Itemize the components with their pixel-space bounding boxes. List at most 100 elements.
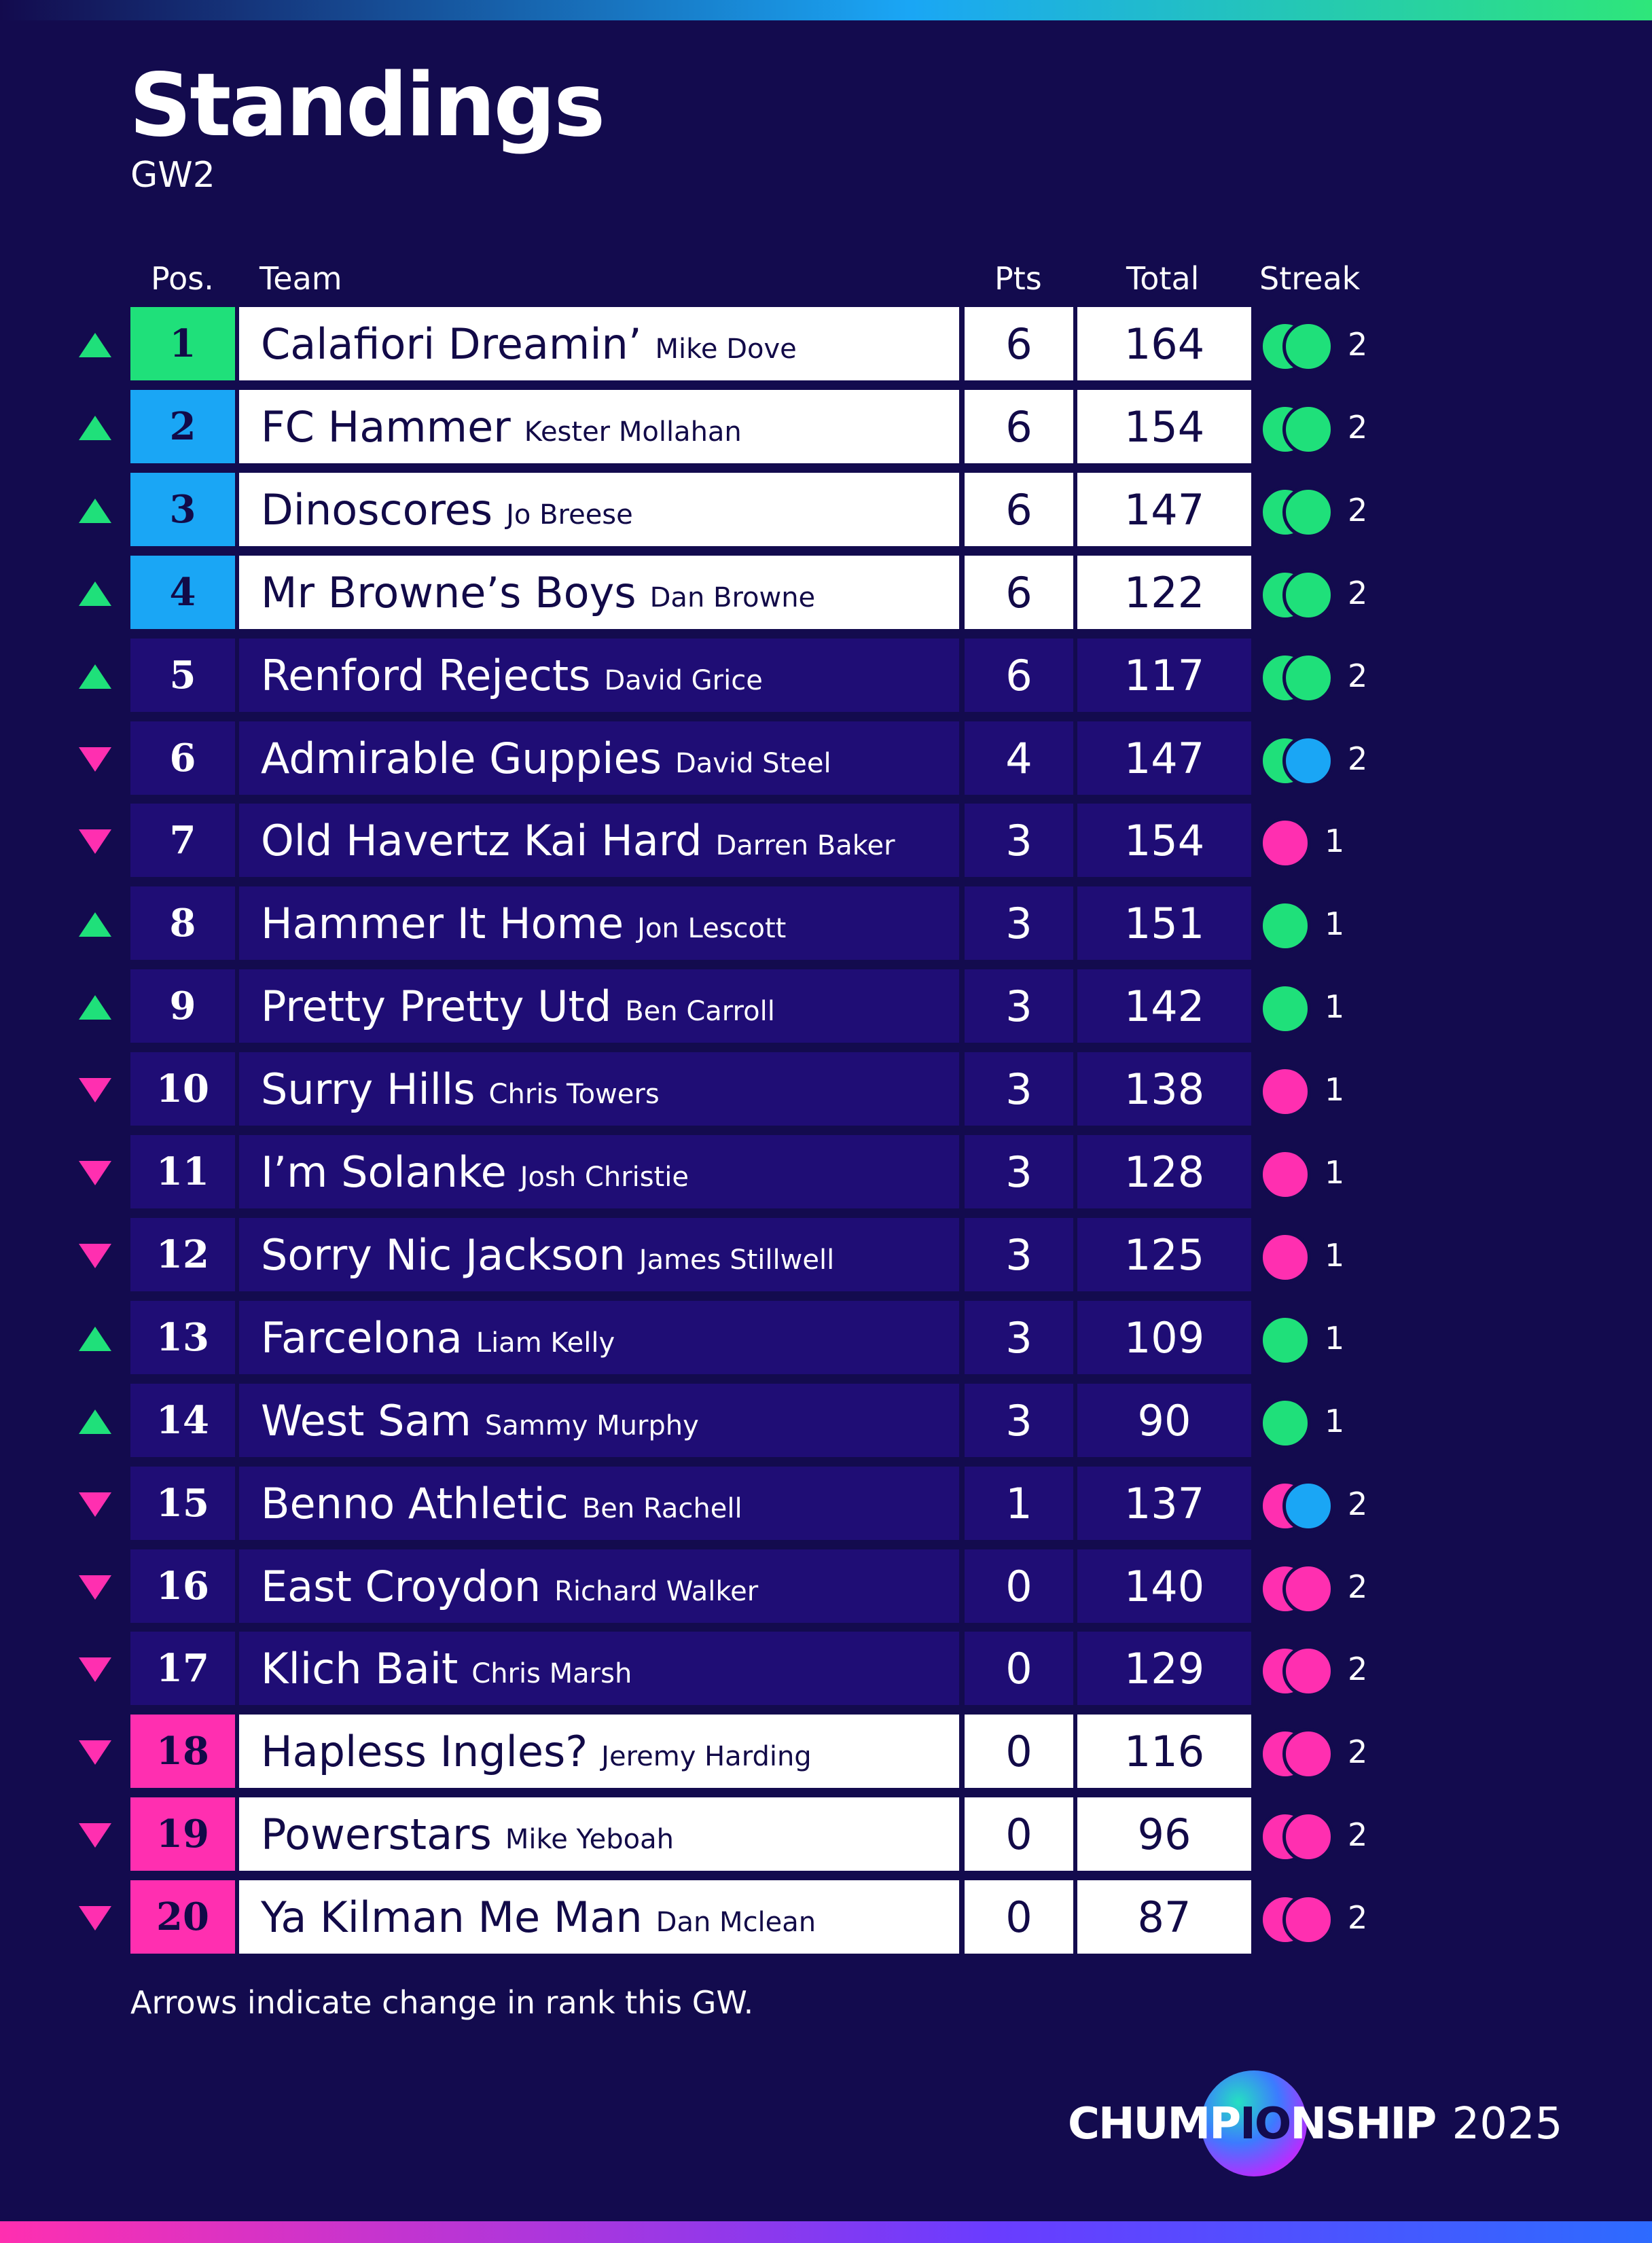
streak-dot-loss [1259, 1149, 1311, 1200]
streak-dot-win [1282, 321, 1334, 372]
team-cell: West Sam Sammy Murphy [239, 1384, 959, 1457]
streak-indicator: 2 [1259, 473, 1463, 546]
position-cell: 10 [130, 1052, 235, 1126]
streak-count: 1 [1325, 1154, 1345, 1191]
streak-dot-win [1259, 1314, 1311, 1366]
streak-dot-win [1282, 652, 1334, 704]
manager-name: Mike Yeboah [505, 1824, 675, 1855]
table-row: 3 Dinoscores Jo Breese 6 147 2 [0, 473, 1652, 546]
streak-indicator: 2 [1259, 556, 1463, 629]
team-name: Mr Browne’s Boys [261, 567, 636, 617]
team-name: Benno Athletic [261, 1478, 569, 1528]
logo-year: 2025 [1452, 2099, 1563, 2149]
points-cell: 3 [965, 1218, 1073, 1291]
streak-count: 1 [1325, 905, 1345, 942]
points-cell: 0 [965, 1549, 1073, 1623]
team-name: FC Hammer [261, 401, 511, 452]
manager-name: Richard Walker [554, 1576, 759, 1607]
points-cell: 1 [965, 1467, 1073, 1540]
arrow-up-icon [79, 416, 111, 440]
streak-count: 2 [1348, 1486, 1368, 1522]
total-cell: 122 [1077, 556, 1251, 629]
team-name: Old Havertz Kai Hard [261, 815, 702, 865]
page-title: Standings [129, 55, 605, 156]
streak-indicator: 2 [1259, 1632, 1463, 1705]
team-name: Ya Kilman Me Man [261, 1892, 643, 1942]
total-cell: 138 [1077, 1052, 1251, 1126]
table-row: 20 Ya Kilman Me Man Dan Mclean 0 87 2 [0, 1880, 1652, 1954]
position-cell: 2 [130, 390, 235, 463]
team-name: Powerstars [261, 1809, 492, 1859]
streak-indicator: 1 [1259, 969, 1463, 1043]
logo-text: CHUMPIONSHIP 2025 [1068, 2100, 1562, 2148]
logo-part-3: NSHIP [1290, 2099, 1437, 2149]
streak-dot-loss [1282, 1563, 1334, 1615]
streak-indicator: 1 [1259, 1218, 1463, 1291]
team-cell: East Croydon Richard Walker [239, 1549, 959, 1623]
header-streak: Streak [1259, 260, 1361, 297]
arrow-down-icon [79, 1823, 111, 1848]
streak-indicator: 2 [1259, 721, 1463, 795]
table-row: 6 Admirable Guppies David Steel 4 147 2 [0, 721, 1652, 795]
table-row: 10 Surry Hills Chris Towers 3 138 1 [0, 1052, 1652, 1126]
points-cell: 6 [965, 473, 1073, 546]
header-team: Team [259, 260, 342, 297]
streak-indicator: 1 [1259, 1135, 1463, 1208]
position-cell: 20 [130, 1880, 235, 1954]
team-name: Pretty Pretty Utd [261, 981, 612, 1031]
team-cell: Renford Rejects David Grice [239, 639, 959, 712]
arrow-down-icon [79, 747, 111, 772]
streak-dot-loss [1282, 1894, 1334, 1945]
manager-name: David Steel [675, 748, 831, 779]
points-cell: 3 [965, 804, 1073, 877]
header-total: Total [1126, 260, 1200, 297]
points-cell: 3 [965, 1384, 1073, 1457]
streak-count: 2 [1348, 1816, 1368, 1853]
streak-count: 2 [1348, 1568, 1368, 1605]
points-cell: 0 [965, 1632, 1073, 1705]
position-cell: 8 [130, 886, 235, 960]
header-pts: Pts [994, 260, 1042, 297]
position-cell: 11 [130, 1135, 235, 1208]
logo-part-2: IO [1240, 2099, 1291, 2149]
arrow-down-icon [79, 1657, 111, 1682]
streak-dot-loss [1282, 1645, 1334, 1697]
manager-name: Jon Lescott [637, 913, 787, 944]
logo-part-1: CHUMP [1068, 2099, 1241, 2149]
manager-name: James Stillwell [639, 1244, 835, 1276]
table-row: 15 Benno Athletic Ben Rachell 1 137 2 [0, 1467, 1652, 1540]
total-cell: 116 [1077, 1715, 1251, 1788]
streak-indicator: 2 [1259, 1880, 1463, 1954]
team-name: Surry Hills [261, 1064, 475, 1114]
team-name: East Croydon [261, 1561, 541, 1611]
team-name: Sorry Nic Jackson [261, 1230, 626, 1280]
manager-name: Liam Kelly [475, 1327, 615, 1359]
table-row: 2 FC Hammer Kester Mollahan 6 154 2 [0, 390, 1652, 463]
total-cell: 125 [1077, 1218, 1251, 1291]
team-name: Calafiori Dreamin’ [261, 319, 642, 369]
points-cell: 6 [965, 639, 1073, 712]
table-row: 5 Renford Rejects David Grice 6 117 2 [0, 639, 1652, 712]
total-cell: 137 [1077, 1467, 1251, 1540]
table-row: 17 Klich Bait Chris Marsh 0 129 2 [0, 1632, 1652, 1705]
position-cell: 16 [130, 1549, 235, 1623]
position-cell: 5 [130, 639, 235, 712]
streak-dot-win [1259, 1397, 1311, 1449]
manager-name: Chris Marsh [471, 1658, 632, 1689]
streak-dot-win [1259, 983, 1311, 1035]
team-cell: Benno Athletic Ben Rachell [239, 1467, 959, 1540]
streak-indicator: 2 [1259, 1715, 1463, 1788]
points-cell: 4 [965, 721, 1073, 795]
streak-dot-loss [1259, 817, 1311, 869]
team-cell: Mr Browne’s Boys Dan Browne [239, 556, 959, 629]
arrow-up-icon [79, 912, 111, 937]
total-cell: 151 [1077, 886, 1251, 960]
position-cell: 9 [130, 969, 235, 1043]
arrow-down-icon [79, 1740, 111, 1765]
team-cell: FC Hammer Kester Mollahan [239, 390, 959, 463]
streak-dot-win [1282, 569, 1334, 621]
streak-count: 1 [1325, 988, 1345, 1025]
team-name: Hapless Ingles? [261, 1726, 588, 1776]
points-cell: 0 [965, 1797, 1073, 1871]
manager-name: Darren Baker [715, 830, 895, 861]
